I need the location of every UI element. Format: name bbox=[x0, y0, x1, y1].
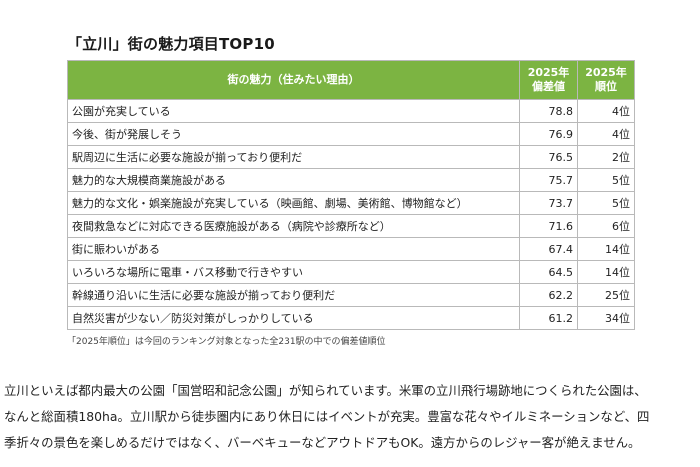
score-cell: 64.5 bbox=[519, 260, 578, 284]
table-row: 夜間救急などに対応できる医療施設がある（病院や診療所など） 71.6 6位 bbox=[67, 214, 635, 238]
score-cell: 78.8 bbox=[519, 99, 578, 123]
table-row: 自然災害が少ない／防災対策がしっかりしている 61.2 34位 bbox=[67, 306, 635, 330]
rank-cell: 2位 bbox=[577, 145, 635, 169]
table-row: 幹線通り沿いに生活に必要な施設が揃っており便利だ 62.2 25位 bbox=[67, 283, 635, 307]
header-rank-line2: 順位 bbox=[595, 80, 617, 93]
table-row: 駅周辺に生活に必要な施設が揃っており便利だ 76.5 2位 bbox=[67, 145, 635, 169]
body-line: 立川といえば都内最大の公園「国営昭和記念公園」が知られています。米軍の立川飛行場… bbox=[4, 383, 647, 398]
reason-cell: 自然災害が少ない／防災対策がしっかりしている bbox=[67, 306, 520, 330]
reason-cell: 魅力的な大規模商業施設がある bbox=[67, 168, 520, 192]
table-row: 街に賑わいがある 67.4 14位 bbox=[67, 237, 635, 261]
score-cell: 75.7 bbox=[519, 168, 578, 192]
score-cell: 62.2 bbox=[519, 283, 578, 307]
reason-cell: いろいろな場所に電車・バス移動で行きやすい bbox=[67, 260, 520, 284]
score-cell: 61.2 bbox=[519, 306, 578, 330]
score-cell: 71.6 bbox=[519, 214, 578, 238]
header-reason: 街の魅力（住みたい理由） bbox=[67, 60, 520, 100]
header-score-line2: 偏差値 bbox=[532, 80, 565, 93]
score-cell: 67.4 bbox=[519, 237, 578, 261]
header-rank-line1: 2025年 bbox=[585, 66, 627, 79]
ranking-table: 街の魅力（住みたい理由） 2025年 偏差値 2025年 順位 公園が充実してい… bbox=[67, 60, 635, 330]
table-row: 魅力的な大規模商業施設がある 75.7 5位 bbox=[67, 168, 635, 192]
header-score: 2025年 偏差値 bbox=[519, 60, 578, 100]
rank-cell: 4位 bbox=[577, 122, 635, 146]
table-footnote: 「2025年順位」は今回のランキング対象となった全231駅の中での偏差値順位 bbox=[67, 337, 386, 347]
table-header-row: 街の魅力（住みたい理由） 2025年 偏差値 2025年 順位 bbox=[67, 60, 635, 100]
header-rank: 2025年 順位 bbox=[577, 60, 635, 100]
body-line: なんと総面積180ha。立川駅から徒歩圏内にあり休日にはイベントが充実。豊富な花… bbox=[4, 409, 650, 424]
reason-cell: 今後、街が発展しそう bbox=[67, 122, 520, 146]
rank-cell: 6位 bbox=[577, 214, 635, 238]
reason-cell: 夜間救急などに対応できる医療施設がある（病院や診療所など） bbox=[67, 214, 520, 238]
reason-cell: 街に賑わいがある bbox=[67, 237, 520, 261]
table-row: いろいろな場所に電車・バス移動で行きやすい 64.5 14位 bbox=[67, 260, 635, 284]
reason-cell: 駅周辺に生活に必要な施設が揃っており便利だ bbox=[67, 145, 520, 169]
page-title: 「立川」街の魅力項目TOP10 bbox=[67, 35, 275, 53]
body-line: 季折々の景色を楽しめるだけではなく、バーベキューなどアウトドアもOK。遠方からの… bbox=[4, 435, 641, 450]
score-cell: 76.5 bbox=[519, 145, 578, 169]
header-score-line1: 2025年 bbox=[527, 66, 570, 79]
table-row: 公園が充実している 78.8 4位 bbox=[67, 99, 635, 123]
body-paragraph: 立川といえば都内最大の公園「国営昭和記念公園」が知られています。米軍の立川飛行場… bbox=[4, 378, 694, 456]
rank-cell: 25位 bbox=[577, 283, 635, 307]
score-cell: 73.7 bbox=[519, 191, 578, 215]
reason-cell: 公園が充実している bbox=[67, 99, 520, 123]
score-cell: 76.9 bbox=[519, 122, 578, 146]
rank-cell: 34位 bbox=[577, 306, 635, 330]
rank-cell: 5位 bbox=[577, 168, 635, 192]
reason-cell: 幹線通り沿いに生活に必要な施設が揃っており便利だ bbox=[67, 283, 520, 307]
table-row: 魅力的な文化・娯楽施設が充実している（映画館、劇場、美術館、博物館など） 73.… bbox=[67, 191, 635, 215]
table-row: 今後、街が発展しそう 76.9 4位 bbox=[67, 122, 635, 146]
rank-cell: 14位 bbox=[577, 260, 635, 284]
rank-cell: 5位 bbox=[577, 191, 635, 215]
reason-cell: 魅力的な文化・娯楽施設が充実している（映画館、劇場、美術館、博物館など） bbox=[67, 191, 520, 215]
rank-cell: 14位 bbox=[577, 237, 635, 261]
rank-cell: 4位 bbox=[577, 99, 635, 123]
